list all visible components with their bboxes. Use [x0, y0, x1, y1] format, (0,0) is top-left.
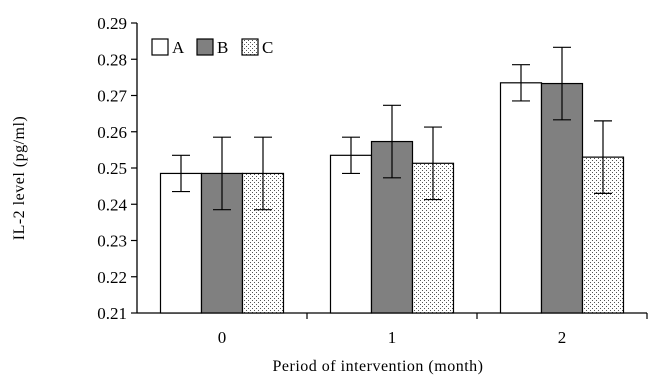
bar-a	[159, 172, 203, 314]
legend-label-c: C	[262, 38, 273, 57]
legend-swatch-c	[241, 38, 259, 56]
y-tick-label: 0.25	[97, 159, 127, 178]
y-tick-label: 0.22	[97, 268, 127, 287]
bar-b	[370, 140, 414, 314]
y-tick-label: 0.23	[97, 232, 127, 251]
legend-label-a: A	[172, 38, 185, 57]
x-tick-label: 1	[388, 328, 397, 347]
bar-a	[329, 154, 373, 314]
legend-swatch-a	[151, 38, 169, 56]
legend-swatch-b	[196, 38, 214, 56]
y-tick-label: 0.24	[97, 195, 127, 214]
legend-label-b: B	[217, 38, 228, 57]
y-axis-title: IL-2 level (pg/ml)	[11, 116, 28, 241]
x-tick-label: 0	[218, 328, 227, 347]
y-tick-label: 0.21	[97, 304, 127, 323]
bar-a	[499, 82, 543, 314]
x-tick-label: 2	[558, 328, 567, 347]
y-tick-label: 0.28	[97, 50, 127, 69]
y-tick-label: 0.29	[97, 14, 127, 33]
y-tick-label: 0.27	[97, 87, 127, 106]
x-axis-title: Period of intervention (month)	[273, 358, 484, 375]
y-tick-label: 0.26	[97, 123, 127, 142]
